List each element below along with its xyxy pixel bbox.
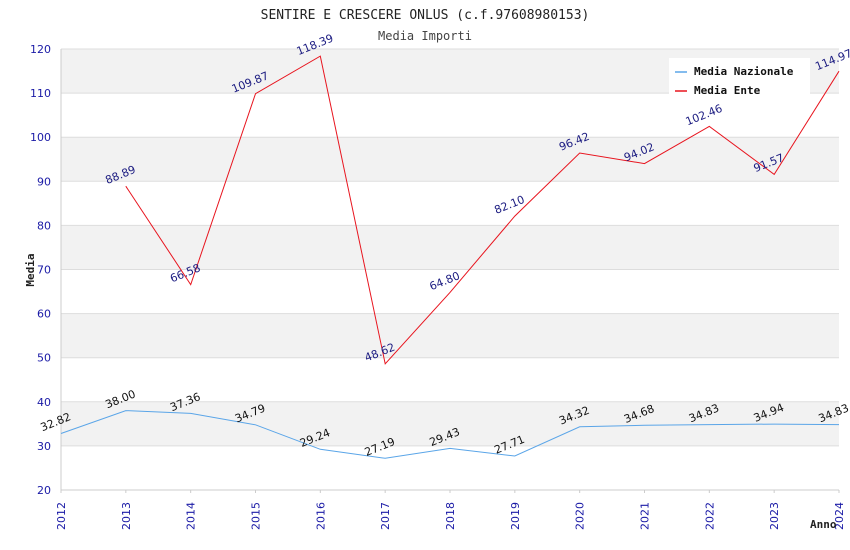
series-line-media-ente <box>125 55 840 365</box>
y-tick-label: 40 <box>37 396 51 409</box>
chart-subtitle: Media Importi <box>378 29 472 43</box>
grid-band <box>61 137 839 182</box>
y-tick-label: 80 <box>37 219 51 232</box>
y-tick-label: 60 <box>37 308 51 321</box>
chart-title: SENTIRE E CRESCERE ONLUS (c.f.9760898015… <box>261 8 590 23</box>
series-lines <box>60 55 840 459</box>
x-tick-label: 2023 <box>768 502 781 530</box>
x-tick-label: 2019 <box>509 502 522 530</box>
y-tick-label: 100 <box>30 131 51 144</box>
x-tick-label: 2022 <box>703 502 716 530</box>
x-tick-label: 2016 <box>314 502 327 530</box>
plot-background-bands <box>61 49 839 446</box>
y-tick-label: 110 <box>30 87 51 100</box>
grid-band <box>61 401 839 446</box>
y-tick-label: 30 <box>37 440 51 453</box>
axes: 20 30 40 50 60 70 80 90 100 110 120 2012 2013 2014 201… <box>30 43 846 530</box>
x-axis-label: Anno <box>810 518 837 531</box>
y-axis-label: Media <box>24 253 37 286</box>
x-tick-label: 2021 <box>639 502 652 530</box>
y-tick-label: 120 <box>30 43 51 56</box>
legend-entry: Media Nazionale <box>694 65 794 78</box>
x-tick-label: 2015 <box>250 502 263 530</box>
y-tick-label: 90 <box>37 175 51 188</box>
grid-band <box>61 225 839 270</box>
legend-box <box>669 58 810 96</box>
data-label: 64.80 <box>428 269 462 293</box>
gridlines <box>61 48 839 491</box>
x-tick-label: 2020 <box>574 502 587 530</box>
x-tick-label: 2017 <box>379 502 392 530</box>
x-tick-label: 2014 <box>185 502 198 530</box>
legend: Media Nazionale Media Ente <box>669 58 810 97</box>
x-tick-label: 2013 <box>120 502 133 530</box>
legend-entry: Media Ente <box>694 84 761 97</box>
x-tick-label: 2012 <box>55 502 68 530</box>
data-label: 102.46 <box>684 102 725 128</box>
y-tick-label: 70 <box>37 264 51 277</box>
x-tick-label: 2018 <box>444 502 457 530</box>
y-tick-label: 50 <box>37 352 51 365</box>
series-line-media-nazionale <box>60 410 840 459</box>
x-tick-label: 2024 <box>833 502 846 530</box>
data-label: 82.10 <box>492 193 526 217</box>
y-tick-label: 20 <box>37 484 51 497</box>
grid-band <box>61 313 839 358</box>
